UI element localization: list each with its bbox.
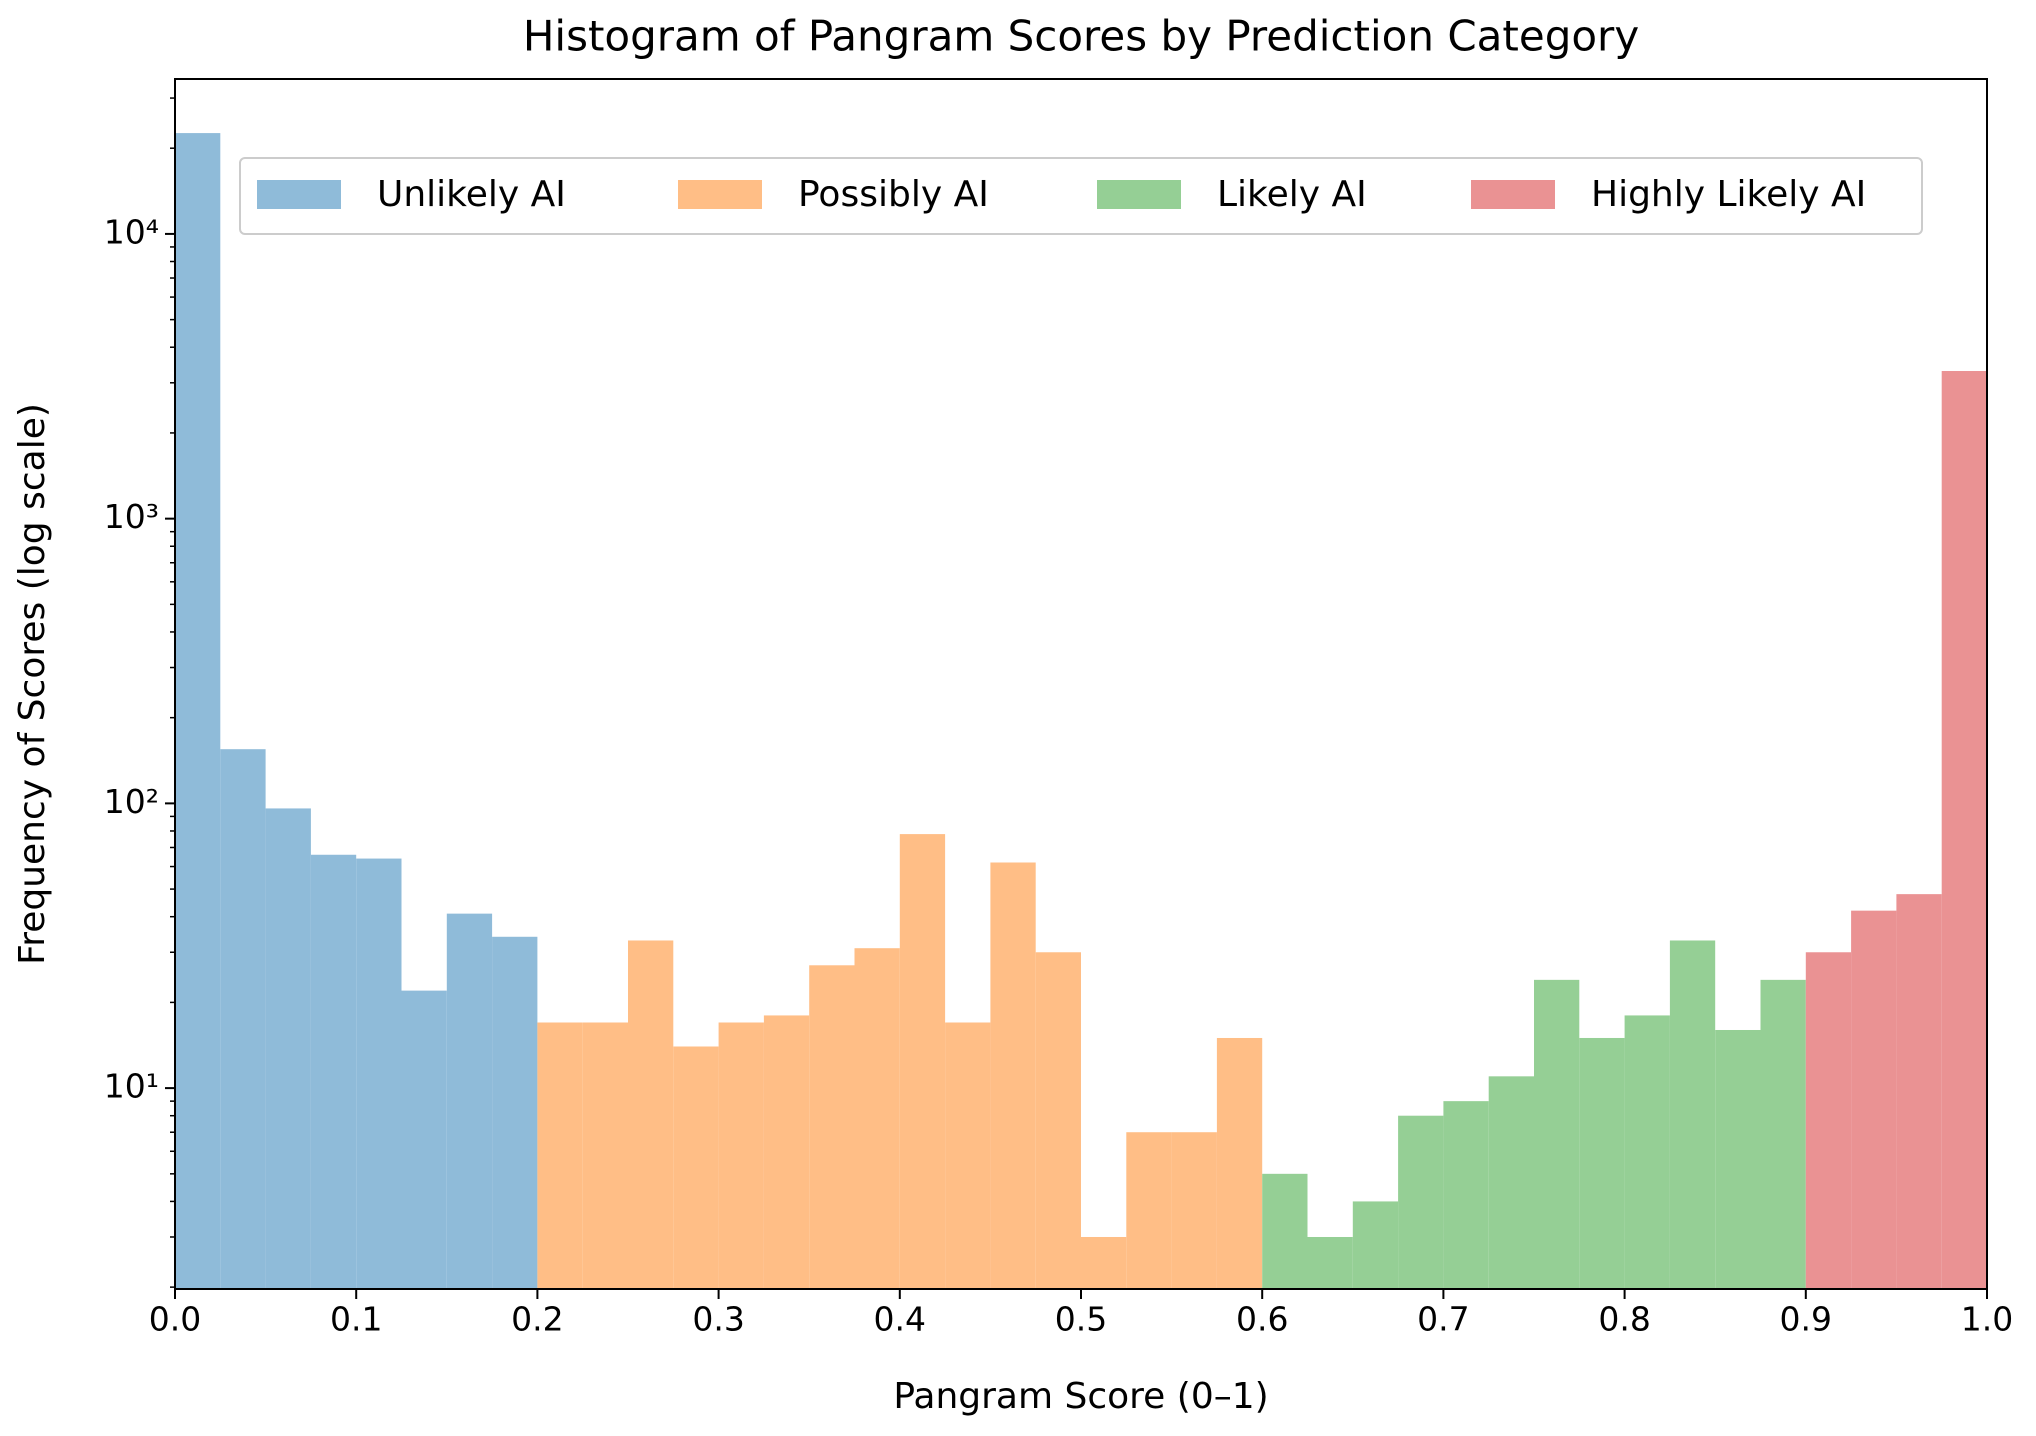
bar [1805, 952, 1852, 1289]
y-tick-label: 10³ [104, 497, 159, 536]
bar [446, 913, 493, 1289]
x-tick-label: 0.7 [1417, 1300, 1469, 1339]
y-axis-label: Frequency of Scores (log scale) [12, 403, 53, 965]
legend-label: Highly Likely AI [1591, 174, 1866, 215]
bar [1941, 371, 1987, 1289]
x-tick-label: 0.4 [874, 1300, 926, 1339]
legend-label: Unlikely AI [377, 174, 566, 215]
bar [492, 936, 538, 1289]
chart-title: Histogram of Pangram Scores by Predictio… [523, 12, 1639, 61]
bar [854, 948, 900, 1289]
x-tick-label: 0.8 [1598, 1300, 1650, 1339]
bar [175, 133, 221, 1290]
bar [310, 854, 357, 1289]
legend-box [239, 157, 1923, 235]
bar [945, 1022, 991, 1289]
bar [1262, 1173, 1308, 1289]
legend-label: Possibly AI [798, 174, 989, 215]
bar [356, 858, 402, 1289]
bar [1488, 1076, 1534, 1289]
bar [990, 862, 1036, 1289]
bar [899, 834, 946, 1289]
bar [401, 990, 447, 1289]
x-tick-label: 0.6 [1236, 1300, 1288, 1339]
legend-swatch [257, 180, 341, 209]
bar [718, 1022, 764, 1289]
legend-swatch [1097, 180, 1181, 209]
legend-label: Likely AI [1217, 174, 1367, 215]
bar [265, 808, 311, 1289]
bar [1579, 1037, 1625, 1289]
bar [582, 1022, 628, 1289]
bar [1851, 910, 1897, 1289]
x-tick-label: 0.9 [1780, 1300, 1832, 1339]
bar [1126, 1132, 1172, 1289]
bar [809, 965, 855, 1289]
bar [628, 940, 674, 1289]
bar [1760, 979, 1806, 1289]
x-tick-label: 1.0 [1961, 1300, 2013, 1339]
bar [1715, 1029, 1761, 1289]
bar [1398, 1115, 1444, 1289]
legend-swatch [1471, 180, 1555, 209]
y-tick-label: 10⁴ [104, 212, 159, 251]
bar [763, 1015, 810, 1289]
legend-swatch [678, 180, 762, 209]
bar [537, 1022, 583, 1289]
x-tick-label: 0.1 [330, 1300, 382, 1339]
x-tick-label: 0.3 [692, 1300, 744, 1339]
bar [1035, 952, 1081, 1289]
y-tick-label: 10¹ [104, 1067, 159, 1106]
y-tick-label: 10² [104, 782, 159, 821]
x-tick-label: 0.5 [1055, 1300, 1107, 1339]
bar [1669, 940, 1716, 1289]
bar [1443, 1101, 1489, 1289]
bar [673, 1046, 719, 1289]
x-tick-label: 0.2 [511, 1300, 563, 1339]
x-axis-label: Pangram Score (0–1) [893, 1376, 1268, 1417]
bar [1896, 894, 1942, 1289]
x-tick-label: 0.0 [149, 1300, 201, 1339]
bar [1624, 1015, 1670, 1289]
bar [1081, 1236, 1127, 1289]
bar [1216, 1037, 1263, 1289]
bar [1307, 1236, 1353, 1289]
bar [220, 749, 266, 1289]
bar [1171, 1132, 1217, 1289]
bar [1352, 1201, 1399, 1289]
bar [1534, 979, 1580, 1289]
